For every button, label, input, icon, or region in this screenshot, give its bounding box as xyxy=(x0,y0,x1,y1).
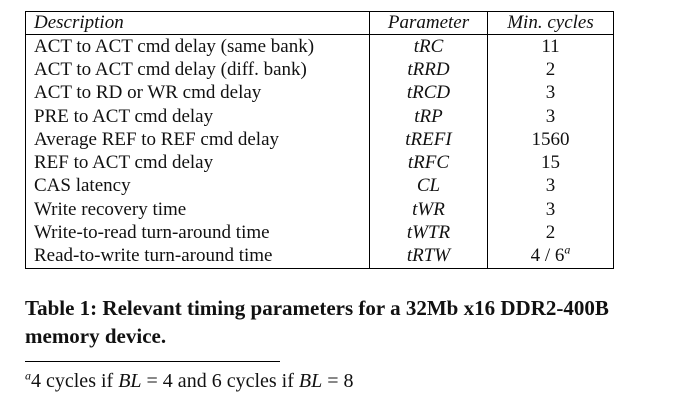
table-cell: tRRD xyxy=(369,58,488,82)
cell-text: Average REF to REF cmd delay xyxy=(34,128,280,150)
table-cell: 1560 xyxy=(488,128,614,151)
table-cell: ACT to RD or WR cmd delay xyxy=(25,81,370,105)
header-cell: Description xyxy=(25,11,370,35)
table-cell: PRE to ACT cmd delay xyxy=(25,104,370,129)
cell-text: CAS latency xyxy=(34,175,131,197)
table-row: Write recovery time tWR 3 xyxy=(25,198,614,222)
table-row: ACT to RD or WR cmd delay tRCD 3 xyxy=(25,81,614,105)
table-cell: tREFI xyxy=(369,128,488,152)
cell-text: Read-to-write turn-around time xyxy=(34,245,273,267)
table-cell: 4 / 6a xyxy=(488,242,614,269)
table-row: CAS latency CL 3 xyxy=(25,174,614,199)
table-cell: Write recovery time xyxy=(25,198,370,222)
table-cell: tRC xyxy=(369,34,488,59)
cell-text: 2 xyxy=(545,222,556,244)
cell-text: tRCD xyxy=(406,82,451,104)
math-var: BL xyxy=(118,370,142,392)
cell-text: PRE to ACT cmd delay xyxy=(34,105,214,127)
cell-text: ACT to ACT cmd delay (same bank) xyxy=(34,35,315,57)
table-cell: CAS latency xyxy=(25,174,370,199)
timing-table: Description Parameter Min. cycles ACT to A… xyxy=(25,11,614,269)
cell-text: tRFC xyxy=(407,152,450,174)
cell-text: 11 xyxy=(541,35,560,57)
cell-text: tRC xyxy=(413,35,444,57)
cell-text: 3 xyxy=(545,105,556,127)
cell-text: 1560 xyxy=(531,128,570,150)
table-cell: ACT to ACT cmd delay (diff. bank) xyxy=(25,58,370,82)
table-cell: 3 xyxy=(488,105,614,128)
math-var: BL xyxy=(298,370,323,392)
footnote-text: 4 cycles if BL = 4 and 6 cycles if BL = … xyxy=(31,370,354,392)
header-row: Description Parameter Min. cycles xyxy=(25,11,614,35)
footnote-marker: a xyxy=(25,368,31,383)
table-cell: 15 xyxy=(488,151,614,174)
footnote-rule xyxy=(25,361,280,362)
footnote-part: 4 cycles if xyxy=(31,370,119,392)
table-cell: tRCD xyxy=(369,81,488,105)
table-cell: Average REF to REF cmd delay xyxy=(25,128,370,152)
table-cell: tRFC xyxy=(369,151,488,175)
cell-text: ACT to ACT cmd delay (diff. bank) xyxy=(34,58,307,80)
cell-text: tRTW xyxy=(406,245,451,267)
cell-text: CL xyxy=(416,175,441,197)
table-row: ACT to ACT cmd delay (same bank) tRC 11 xyxy=(25,34,614,59)
table-cell: 2 xyxy=(488,221,614,244)
table-row: Write-to-read turn-around time tWTR 2 xyxy=(25,221,614,245)
table-row: Read-to-write turn-around time tRTW 4 / 6a xyxy=(25,242,614,269)
table-cell: Write-to-read turn-around time xyxy=(25,221,370,245)
cell-text: 3 xyxy=(545,175,556,197)
cell-text: tRP xyxy=(414,105,443,127)
caption: Table 1: Relevant timing parameters for … xyxy=(25,296,609,348)
cell-text: 4 / 6 xyxy=(530,245,565,267)
cell-text: Write-to-read turn-around time xyxy=(34,222,270,244)
table-cell: REF to ACT cmd delay xyxy=(25,151,370,175)
footnote-ref: a xyxy=(564,242,571,257)
table-cell: tRTW xyxy=(369,244,488,269)
table-cell: 3 xyxy=(488,198,614,221)
table-row: REF to ACT cmd delay tRFC 15 xyxy=(25,151,614,175)
header-cell: Parameter xyxy=(369,11,488,35)
cell-text: ACT to RD or WR cmd delay xyxy=(34,82,262,104)
table-cell: tWTR xyxy=(369,221,488,245)
cell-text: 2 xyxy=(545,58,556,80)
table-head: Description Parameter Min. cycles xyxy=(25,11,614,35)
cell-text: 15 xyxy=(541,152,560,174)
footnote: a4 cycles if BL = 4 and 6 cycles if BL =… xyxy=(25,368,354,394)
table-cell: Read-to-write turn-around time xyxy=(25,244,370,269)
cell-text: 3 xyxy=(545,198,556,220)
table-cell: tWR xyxy=(369,198,488,222)
table-cell: tRP xyxy=(369,104,488,129)
cell-text: REF to ACT cmd delay xyxy=(34,152,214,174)
table-cell: 3 xyxy=(488,175,614,198)
table-row: Average REF to REF cmd delay tREFI 1560 xyxy=(25,128,614,152)
table-cell: 3 xyxy=(488,82,614,105)
cell-text: Write recovery time xyxy=(34,198,187,220)
cell-text: tWR xyxy=(412,198,445,220)
table-row: ACT to ACT cmd delay (diff. bank) tRRD 2 xyxy=(25,58,614,82)
header-cell: Min. cycles xyxy=(487,11,614,35)
table-row: PRE to ACT cmd delay tRP 3 xyxy=(25,104,614,129)
cell-text: tREFI xyxy=(405,128,452,150)
cell-text: 3 xyxy=(545,82,556,104)
table-cell: CL xyxy=(369,174,488,199)
cell-text: tWTR xyxy=(406,222,451,244)
table-cell: ACT to ACT cmd delay (same bank) xyxy=(25,34,370,59)
table-cell: 2 xyxy=(488,58,614,81)
footnote-part: = 8 xyxy=(322,370,354,392)
table-body: ACT to ACT cmd delay (same bank) tRC 11 ACT… xyxy=(25,34,614,269)
table-cell: 11 xyxy=(488,35,614,59)
footnote-part: = 4 and 6 cycles if xyxy=(141,370,299,392)
cell-text: tRRD xyxy=(407,58,450,80)
